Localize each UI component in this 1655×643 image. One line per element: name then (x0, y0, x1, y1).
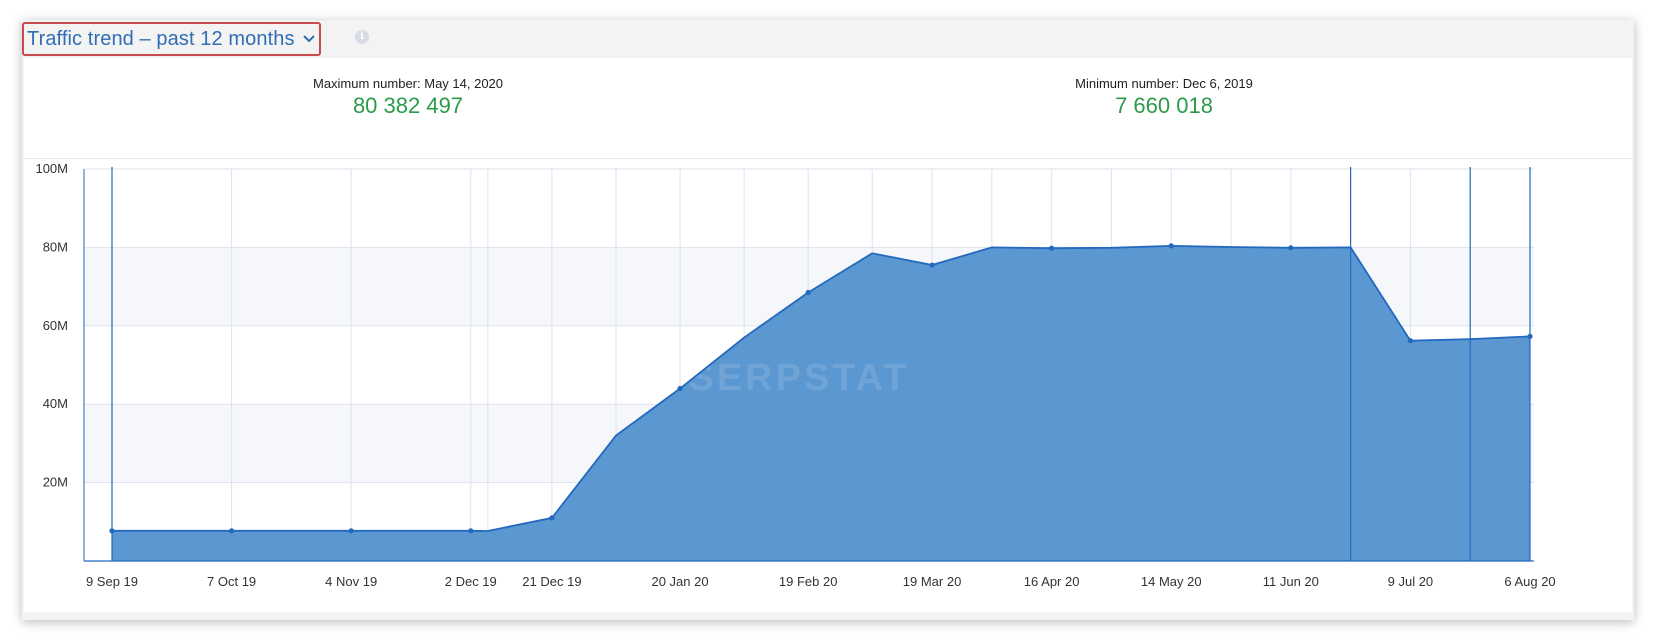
data-point[interactable] (1407, 338, 1414, 344)
y-tick-label: 20M (43, 475, 68, 490)
x-tick-label: 21 Dec 19 (522, 574, 581, 589)
x-tick-label: 7 Oct 19 (207, 574, 256, 589)
max-stat: Maximum number: May 14, 2020 80 382 497 (308, 76, 508, 119)
data-point[interactable] (1288, 245, 1294, 251)
info-icon[interactable]: i (355, 30, 369, 44)
min-stat: Minimum number: Dec 6, 2019 7 660 018 (1064, 76, 1264, 119)
panel-header: Traffic trend – past 12 months i (22, 20, 1634, 56)
data-point[interactable] (228, 528, 235, 534)
x-tick-label: 2 Dec 19 (445, 574, 497, 589)
stats-row: Maximum number: May 14, 2020 80 382 497 … (24, 58, 1632, 159)
data-point[interactable] (1049, 245, 1055, 251)
traffic-trend-period-dropdown[interactable]: Traffic trend – past 12 months (22, 22, 321, 56)
min-stat-value: 7 660 018 (1115, 93, 1213, 118)
panel-title: Traffic trend – past 12 months (27, 27, 295, 50)
traffic-trend-panel: Traffic trend – past 12 months i Maximum… (22, 20, 1634, 620)
x-tick-label: 9 Jul 20 (1388, 574, 1434, 589)
data-point[interactable] (1527, 333, 1533, 339)
data-point[interactable] (929, 262, 935, 268)
y-tick-label: 60M (43, 318, 68, 333)
x-tick-label: 11 Jun 20 (1263, 574, 1319, 589)
max-stat-label: Maximum number: May 14, 2020 (312, 76, 504, 91)
traffic-area-chart: 20M 40M 60M 80M 100M 9 Sep 19 7 Oct 19 4 Nov 19… (35, 161, 1555, 589)
x-tick-label: 4 Nov 19 (325, 574, 377, 589)
y-tick-label: 40M (43, 396, 68, 411)
x-tick-label: 9 Sep 19 (86, 574, 138, 589)
chart-card: Maximum number: May 14, 2020 80 382 497 … (24, 58, 1632, 612)
x-tick-label: 19 Mar 20 (903, 574, 962, 589)
y-tick-label: 100M (35, 161, 68, 176)
watermark-logo: SERPSTAT (688, 357, 909, 399)
data-point[interactable] (1168, 243, 1174, 249)
x-tick-label: 14 May 20 (1141, 574, 1202, 589)
data-point[interactable] (109, 528, 115, 534)
min-stat-label: Minimum number: Dec 6, 2019 (1075, 76, 1253, 91)
data-point[interactable] (348, 528, 354, 534)
x-tick-label: 19 Feb 20 (779, 574, 838, 589)
data-point[interactable] (677, 385, 683, 392)
data-point[interactable] (805, 289, 811, 296)
traffic-area (112, 245, 1530, 561)
x-tick-label: 6 Aug 20 (1504, 574, 1555, 589)
chevron-down-icon (302, 35, 315, 43)
y-tick-label: 80M (43, 239, 68, 254)
max-stat-value: 80 382 497 (352, 93, 464, 118)
data-point[interactable] (468, 528, 474, 534)
x-tick-label: 16 Apr 20 (1024, 574, 1080, 589)
traffic-line (112, 245, 1531, 532)
x-tick-label: 20 Jan 20 (651, 574, 708, 589)
data-point[interactable] (549, 515, 555, 521)
